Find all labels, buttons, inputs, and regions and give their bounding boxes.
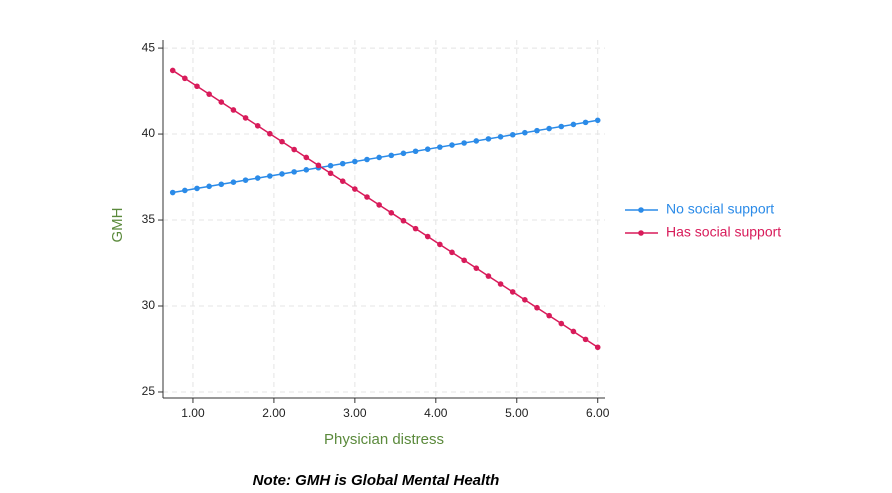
- data-point: [242, 177, 249, 183]
- x-axis-title: Physician distress: [324, 431, 444, 448]
- x-tick-label: 6.00: [586, 406, 610, 420]
- data-point: [437, 241, 443, 248]
- x-tick-label: 5.00: [505, 406, 529, 420]
- data-point: [364, 194, 370, 200]
- data-point: [267, 173, 273, 179]
- series-line: [172, 119, 598, 194]
- data-point: [522, 129, 528, 136]
- data-point: [388, 152, 395, 159]
- data-point: [400, 150, 407, 157]
- data-point: [437, 144, 443, 150]
- y-tick-label: 25: [142, 384, 156, 398]
- data-point: [291, 146, 297, 153]
- data-point: [194, 83, 200, 90]
- data-point: [449, 142, 455, 148]
- x-tick-label: 2.00: [262, 406, 286, 420]
- data-point: [254, 175, 261, 181]
- data-point: [582, 336, 589, 343]
- data-point: [424, 233, 431, 240]
- data-point: [279, 171, 285, 177]
- data-point: [509, 289, 516, 295]
- note: Note: GMH is Global Mental Health: [253, 472, 500, 489]
- data-point: [388, 210, 395, 216]
- legend-label: Has social support: [666, 224, 781, 240]
- data-point: [303, 154, 310, 161]
- data-point: [315, 162, 322, 169]
- data-point: [534, 304, 540, 311]
- data-point: [230, 107, 237, 113]
- data-point: [218, 99, 225, 105]
- data-point: [412, 148, 419, 155]
- legend-label: No social support: [666, 201, 774, 217]
- data-point: [546, 125, 552, 132]
- legend-marker: [638, 230, 644, 236]
- x-tick-label: 4.00: [424, 406, 448, 420]
- data-point: [376, 154, 382, 161]
- data-point: [194, 185, 200, 192]
- data-point: [497, 134, 504, 140]
- y-tick-label: 45: [142, 40, 156, 54]
- data-point: [254, 123, 261, 129]
- data-point: [230, 179, 237, 186]
- data-point: [327, 170, 334, 177]
- data-point: [182, 75, 188, 82]
- data-point: [303, 167, 310, 173]
- data-point: [339, 160, 346, 167]
- data-point: [376, 202, 382, 208]
- data-point: [546, 312, 552, 319]
- data-point: [473, 265, 480, 271]
- data-point: [570, 328, 577, 335]
- data-point: [558, 123, 565, 130]
- data-point: [534, 127, 540, 134]
- data-point: [558, 320, 565, 327]
- y-tick-label: 30: [142, 298, 156, 312]
- data-point: [352, 158, 358, 165]
- data-point: [242, 115, 249, 121]
- data-point: [182, 187, 188, 194]
- data-point: [364, 156, 370, 163]
- data-point: [497, 281, 504, 287]
- data-point: [327, 162, 334, 169]
- data-point: [400, 217, 407, 224]
- data-point: [291, 169, 297, 175]
- data-point: [594, 117, 601, 124]
- data-point: [169, 189, 176, 196]
- y-axis-title: GMH: [109, 208, 126, 243]
- data-point: [449, 249, 455, 256]
- data-point: [570, 121, 577, 128]
- data-point: [339, 178, 346, 184]
- data-point: [206, 91, 212, 97]
- data-point: [485, 136, 492, 142]
- data-point: [279, 138, 285, 145]
- x-tick-label: 3.00: [343, 406, 367, 420]
- data-point: [509, 131, 516, 138]
- data-point: [594, 344, 601, 351]
- legend-marker: [638, 207, 644, 213]
- data-point: [267, 130, 273, 137]
- data-point: [582, 119, 589, 126]
- data-point: [412, 225, 419, 232]
- data-point: [218, 181, 225, 188]
- data-point: [461, 140, 467, 146]
- y-tick-label: 35: [142, 212, 156, 226]
- data-point: [206, 183, 212, 190]
- x-tick-label: 1.00: [181, 406, 205, 420]
- y-tick-label: 40: [142, 126, 156, 140]
- data-point: [485, 273, 492, 279]
- data-point: [473, 138, 480, 144]
- data-point: [461, 257, 467, 264]
- data-point: [169, 67, 176, 74]
- data-point: [522, 297, 528, 303]
- data-point: [352, 186, 358, 192]
- data-point: [424, 146, 431, 152]
